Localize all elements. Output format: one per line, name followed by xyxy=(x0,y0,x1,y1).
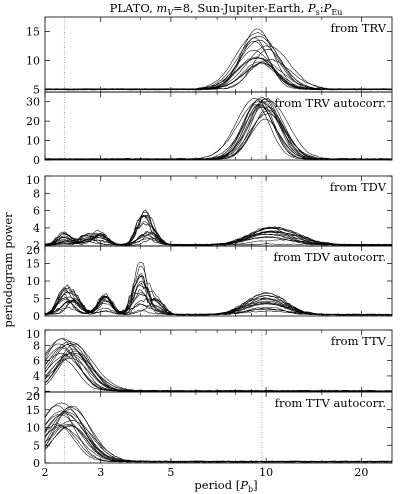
y-tick-label: 2 xyxy=(33,239,40,252)
series-line-trv-2 xyxy=(45,37,392,91)
y-tick-label: 5 xyxy=(33,84,40,97)
series-line-trv-autocorr-15 xyxy=(45,109,392,160)
series-line-tdv-1 xyxy=(45,214,392,246)
series-line-ttv-autocorr-15 xyxy=(45,419,392,463)
y-tick-label: 20 xyxy=(26,390,40,403)
series-line-tdv-autocorr-8 xyxy=(45,280,392,316)
series-line-ttv-autocorr-1 xyxy=(45,426,392,463)
series-line-tdv-7 xyxy=(45,214,392,246)
series-line-ttv-autocorr-8 xyxy=(45,405,392,463)
series-line-ttv-autocorr-12 xyxy=(45,410,392,463)
panel-ttv: 2 4 6 810 from TTV xyxy=(26,328,393,398)
series-line-ttv-autocorr-6 xyxy=(45,407,392,463)
series-line-trv-autocorr-0 xyxy=(45,106,392,160)
series-group xyxy=(45,402,392,463)
series-line-trv-13 xyxy=(45,59,392,91)
series-line-tdv-autocorr-12 xyxy=(45,292,392,316)
series-line-trv-autocorr-6 xyxy=(45,106,392,160)
y-tick-label: 5 xyxy=(33,293,40,306)
series-line-tdv-15 xyxy=(45,231,392,246)
x-tick-label: 3 xyxy=(97,466,104,479)
y-tick-label: 15 xyxy=(26,258,40,271)
series-group xyxy=(45,209,392,246)
series-line-ttv-autocorr-7 xyxy=(45,424,392,463)
panel-label: from TTV xyxy=(331,334,387,348)
series-line-trv-15 xyxy=(45,32,392,91)
y-tick-label: 0 xyxy=(33,457,40,470)
y-tick-label: 5 xyxy=(33,439,40,452)
series-line-trv-5 xyxy=(45,56,392,91)
y-tick-label: 0 xyxy=(33,154,40,167)
y-tick-label: 8 xyxy=(33,339,40,352)
series-line-ttv-autocorr-0 xyxy=(45,409,392,463)
series-group xyxy=(45,97,392,160)
series-group xyxy=(45,28,392,91)
x-tick-label: 20 xyxy=(354,466,368,479)
y-tick-label: 20 xyxy=(26,244,40,257)
series-line-trv-11 xyxy=(45,41,392,91)
series-line-trv-1 xyxy=(45,28,392,91)
y-tick-label: 10 xyxy=(26,135,40,148)
series-line-ttv-4 xyxy=(45,352,392,392)
y-tick-label: 2 xyxy=(33,385,40,398)
y-axis-label: periodogram power xyxy=(1,212,15,328)
series-line-trv-autocorr-2 xyxy=(45,103,392,160)
x-axis-label: period [Pb] xyxy=(194,478,257,494)
series-line-ttv-autocorr-14 xyxy=(45,405,392,463)
y-tick-label: 4 xyxy=(33,370,40,383)
y-tick-label: 4 xyxy=(33,222,40,235)
series-line-ttv-autocorr-9 xyxy=(45,425,392,463)
series-line-tdv-autocorr-5 xyxy=(45,284,392,316)
x-tick-label: 2 xyxy=(42,466,49,479)
series-line-tdv-5 xyxy=(45,231,392,246)
y-tick-label: 10 xyxy=(26,422,40,435)
series-line-tdv-6 xyxy=(45,214,392,246)
series-line-ttv-autocorr-2 xyxy=(45,425,392,463)
y-tick-label: 30 xyxy=(26,96,40,109)
series-line-ttv-15 xyxy=(45,343,392,392)
y-tick-label: 0 xyxy=(33,310,40,323)
series-group xyxy=(45,262,392,316)
y-tick-label: 6 xyxy=(33,355,40,368)
series-line-trv-0 xyxy=(45,39,392,91)
series-line-trv-autocorr-7 xyxy=(45,104,392,160)
panel-label: from TTV autocorr. xyxy=(275,396,386,410)
series-line-trv-8 xyxy=(45,35,392,91)
series-group xyxy=(45,338,392,392)
y-tick-label: 6 xyxy=(33,205,40,218)
panel-tdv: 2 4 6 810 from TDV xyxy=(26,174,393,252)
panel-frame xyxy=(44,91,393,161)
series-line-trv-autocorr-9 xyxy=(45,104,392,160)
panel-trv: 5 10 15 from TRV xyxy=(26,16,393,97)
panel-label: from TRV xyxy=(331,21,387,35)
series-line-ttv-autocorr-5 xyxy=(45,424,392,463)
series-line-trv-10 xyxy=(45,49,392,91)
y-tick-label: 15 xyxy=(26,404,40,417)
panel-label: from TDV autocorr. xyxy=(274,250,386,264)
y-tick-label: 20 xyxy=(26,115,40,128)
x-tick-labels: 2 3 5 10 20 xyxy=(42,466,369,479)
series-line-tdv-autocorr-14 xyxy=(45,298,392,316)
y-tick-label: 10 xyxy=(26,275,40,288)
y-tick-label: 10 xyxy=(26,328,40,341)
series-line-trv-autocorr-4 xyxy=(45,118,392,160)
panel-label: from TRV autocorr. xyxy=(274,96,386,110)
x-tick-label: 5 xyxy=(167,466,174,479)
panel-label: from TDV xyxy=(330,180,387,194)
y-tick-label: 10 xyxy=(26,174,40,187)
series-line-ttv-autocorr-4 xyxy=(45,411,392,463)
y-tick-label: 10 xyxy=(26,55,40,68)
figure-title: PLATO, mV=8, Sun-Jupiter-Earth, Ps:PEu xyxy=(110,1,343,17)
y-tick-label: 8 xyxy=(33,187,40,200)
x-tick-label: 10 xyxy=(259,466,273,479)
y-tick-label: 15 xyxy=(26,26,40,39)
panel-trv-autocorr: 0 10 20 30 from TRV autocorr. xyxy=(26,91,393,167)
series-line-tdv-autocorr-15 xyxy=(45,282,392,316)
series-line-trv-autocorr-13 xyxy=(45,113,392,160)
